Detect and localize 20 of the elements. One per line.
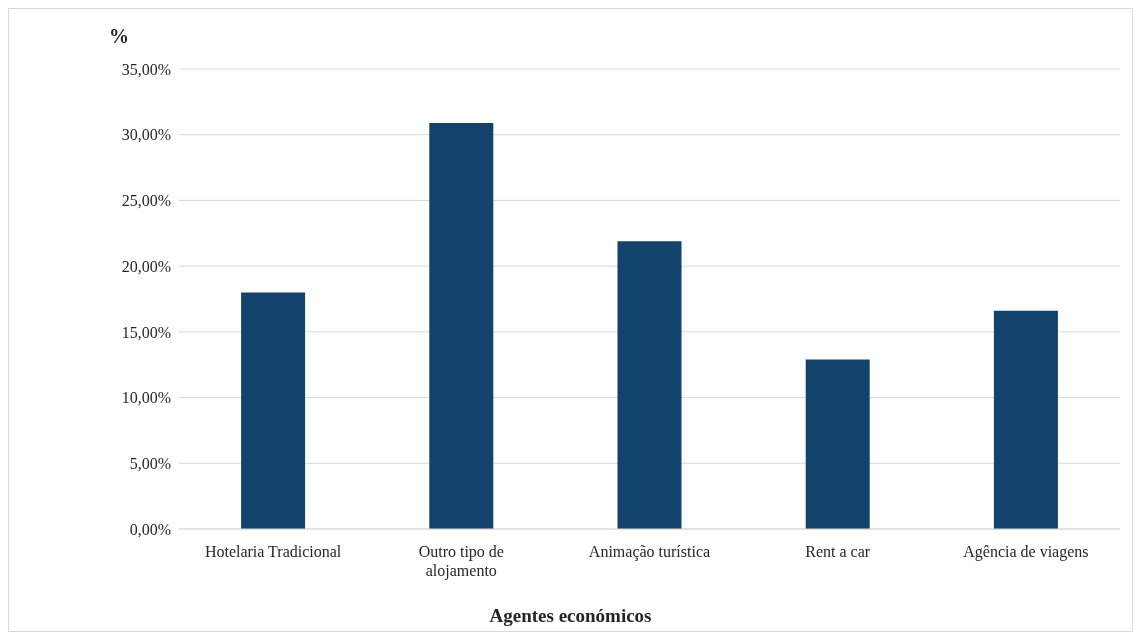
y-tick-label: 35,00%	[121, 60, 171, 78]
x-tick-label: Hotelaria Tradicional	[204, 543, 342, 560]
bar	[993, 310, 1058, 529]
x-tick-label: Agência de viagens	[963, 543, 1089, 561]
bar	[241, 292, 306, 529]
bar	[617, 241, 682, 529]
y-tick-label: 0,00%	[129, 520, 171, 538]
bar	[805, 359, 870, 529]
x-tick-label: Rent a car	[805, 543, 871, 560]
y-axis-title: %	[109, 25, 129, 48]
bar	[429, 122, 494, 529]
y-tick-label: 20,00%	[121, 257, 171, 275]
y-tick-label: 30,00%	[121, 126, 171, 144]
y-tick-label: 10,00%	[121, 389, 171, 407]
y-tick-label: 25,00%	[121, 192, 171, 210]
x-axis-title: Agentes económicos	[488, 605, 653, 627]
y-tick-label: 5,00%	[129, 454, 171, 472]
x-tick-label: Outro tipo de alojamento	[418, 543, 504, 580]
x-tick-label: Animação turística	[588, 543, 711, 561]
y-tick-label: 15,00%	[121, 323, 171, 341]
